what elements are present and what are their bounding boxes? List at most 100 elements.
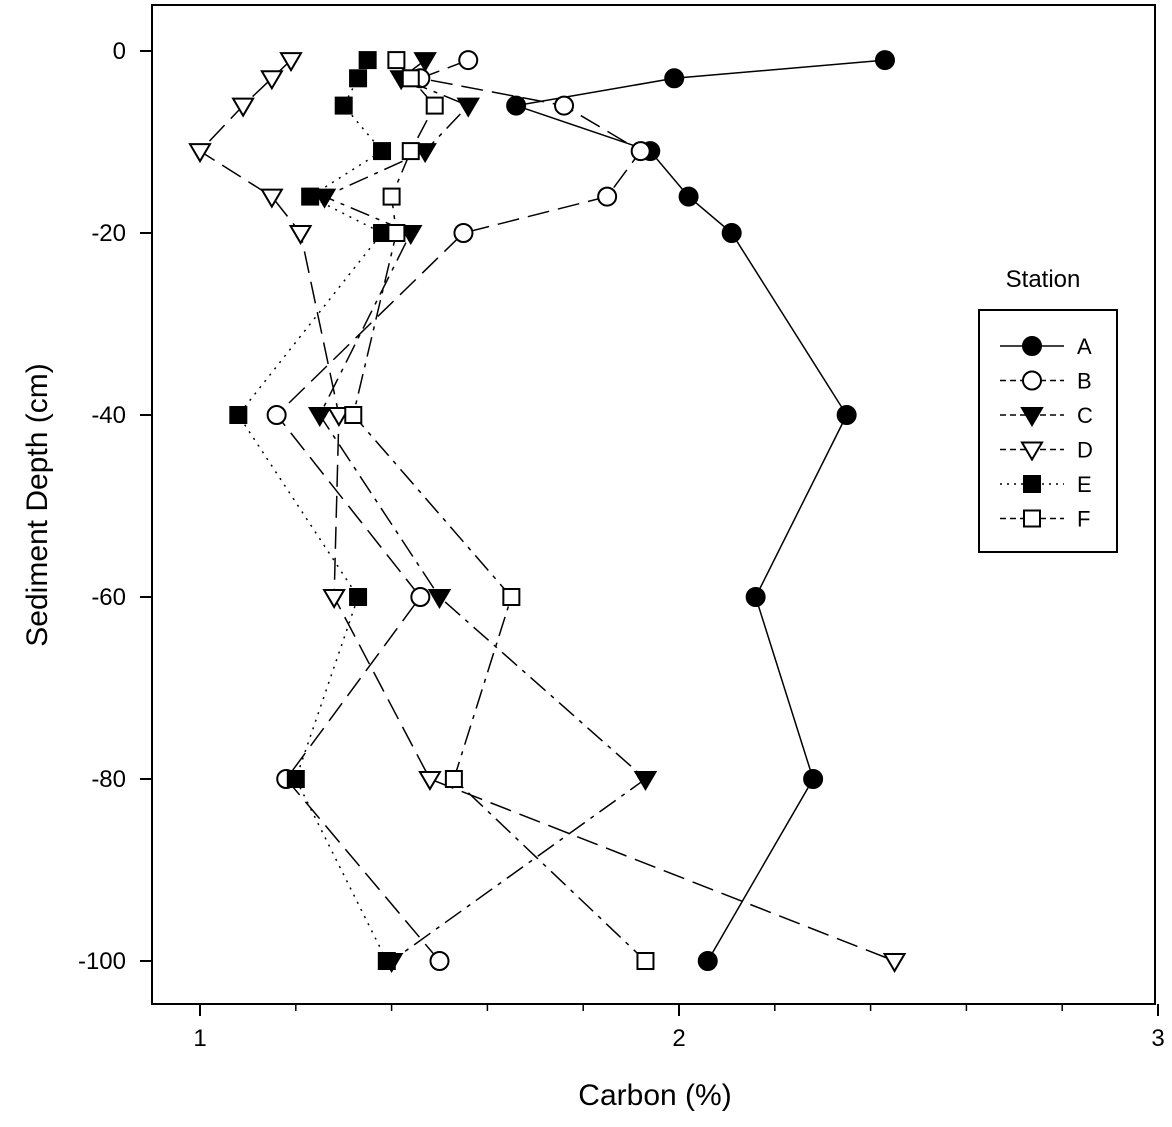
data-point bbox=[664, 68, 685, 89]
series-f-line bbox=[352, 59, 646, 962]
y-tick-label: -100 bbox=[78, 948, 126, 975]
legend-marker bbox=[1023, 475, 1041, 493]
legend-entry-d: D bbox=[1000, 438, 1093, 463]
legend-marker bbox=[1020, 441, 1044, 462]
data-point bbox=[427, 589, 452, 609]
data-point bbox=[633, 771, 658, 791]
data-point bbox=[413, 52, 437, 73]
data-point bbox=[229, 406, 248, 424]
data-point bbox=[630, 141, 651, 162]
data-point bbox=[410, 587, 431, 607]
data-point bbox=[382, 187, 401, 206]
y-axis: 0 -20 -40 -60 -80 -100 bbox=[78, 38, 152, 975]
data-point bbox=[308, 407, 332, 427]
data-point bbox=[286, 770, 305, 788]
series-c-line bbox=[318, 59, 647, 962]
data-point bbox=[349, 69, 368, 88]
legend-entry-b: B bbox=[1000, 369, 1092, 394]
data-point bbox=[413, 143, 437, 164]
y-tick-label: -80 bbox=[91, 766, 126, 793]
data-point bbox=[506, 95, 527, 116]
data-point bbox=[401, 142, 420, 161]
legend-label: D bbox=[1077, 438, 1093, 463]
series-d-line bbox=[198, 59, 895, 962]
y-tick-label: -60 bbox=[91, 584, 126, 611]
plot-frame bbox=[151, 4, 1156, 1005]
data-point bbox=[266, 405, 287, 425]
data-point bbox=[327, 407, 351, 427]
data-point bbox=[373, 142, 392, 161]
data-point bbox=[260, 70, 284, 91]
legend-entry-c: C bbox=[1000, 403, 1093, 428]
data-point bbox=[458, 50, 479, 71]
data-point bbox=[444, 770, 463, 788]
series-b bbox=[266, 50, 651, 971]
data-point bbox=[260, 188, 284, 209]
series-a-line bbox=[515, 59, 886, 962]
data-point bbox=[387, 224, 406, 242]
x-tick-label: 3 bbox=[1151, 1025, 1164, 1052]
data-point bbox=[387, 51, 406, 70]
y-tick-label: -40 bbox=[91, 402, 126, 429]
legend-label: C bbox=[1077, 403, 1093, 428]
series-b-line bbox=[275, 59, 642, 962]
data-point bbox=[312, 188, 337, 209]
data-point bbox=[401, 69, 420, 88]
data-point bbox=[358, 51, 377, 70]
y-tick-label: 0 bbox=[113, 38, 126, 65]
data-point bbox=[636, 952, 655, 970]
plot-border bbox=[151, 4, 1156, 1005]
series-f bbox=[344, 51, 655, 970]
data-point bbox=[745, 587, 766, 607]
data-point bbox=[334, 96, 353, 115]
data-point bbox=[697, 951, 718, 971]
y-axis-title: Sediment Depth (cm) bbox=[21, 363, 54, 646]
x-axis-title: Carbon (%) bbox=[578, 1079, 731, 1112]
data-point bbox=[678, 186, 699, 207]
x-tick-label: 2 bbox=[672, 1025, 685, 1052]
data-point bbox=[418, 771, 442, 791]
legend-entry-e: E bbox=[1000, 472, 1092, 497]
data-point bbox=[836, 405, 857, 425]
data-point bbox=[721, 223, 742, 243]
legend-label: E bbox=[1077, 472, 1092, 497]
data-point bbox=[882, 953, 907, 973]
data-point bbox=[301, 187, 320, 206]
legend-label: A bbox=[1077, 334, 1092, 359]
legend-marker bbox=[1022, 336, 1042, 356]
data-point bbox=[874, 50, 895, 71]
data-point bbox=[456, 97, 480, 118]
data-point bbox=[322, 589, 346, 609]
data-point bbox=[597, 186, 618, 207]
data-point bbox=[344, 406, 363, 424]
legend-marker bbox=[1020, 407, 1044, 427]
series-d bbox=[188, 52, 907, 973]
y-tick-label: -20 bbox=[91, 220, 126, 247]
data-point bbox=[453, 223, 474, 243]
legend-entry-a: A bbox=[1000, 334, 1092, 359]
data-point bbox=[554, 95, 575, 116]
series-e bbox=[229, 51, 396, 970]
legend-label: F bbox=[1077, 507, 1090, 532]
x-axis: 1 2 3 bbox=[193, 1004, 1165, 1052]
legend-marker bbox=[1023, 509, 1041, 528]
data-point bbox=[803, 769, 824, 789]
legend-marker bbox=[1022, 370, 1042, 391]
data-point bbox=[188, 143, 212, 164]
legend-box bbox=[978, 309, 1118, 553]
data-point bbox=[377, 952, 396, 970]
data-point bbox=[349, 588, 368, 606]
data-point bbox=[399, 225, 423, 245]
legend-entry-f: F bbox=[1000, 507, 1090, 532]
data-point bbox=[288, 225, 313, 245]
data-point bbox=[502, 588, 521, 606]
x-tick-label: 1 bbox=[193, 1025, 206, 1052]
legend-title: Station bbox=[1006, 266, 1081, 293]
data-point bbox=[429, 951, 450, 971]
legend-label: B bbox=[1077, 369, 1092, 394]
data-point bbox=[425, 96, 444, 115]
series-layer bbox=[188, 50, 907, 973]
